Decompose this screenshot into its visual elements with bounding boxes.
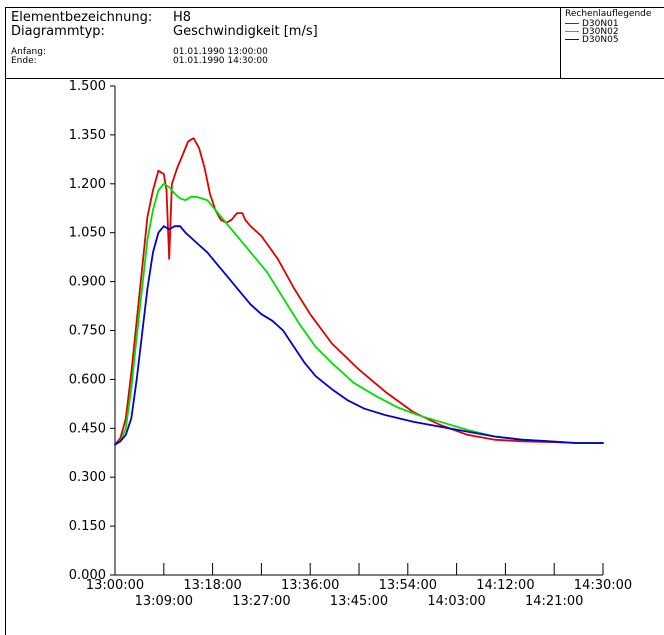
chart-legend: Rechenlauflegende D30N01 D30N02 D30N05 <box>560 7 664 79</box>
legend-swatch <box>565 39 579 40</box>
x-tick-label: 13:36:00 <box>281 578 339 593</box>
series-line-d30n02 <box>114 182 604 446</box>
y-tick-label: 0.450 <box>69 421 106 436</box>
y-tick-label: 1.350 <box>69 128 106 143</box>
x-tick-label: 14:12:00 <box>476 578 534 593</box>
x-tick-label: 14:03:00 <box>427 594 485 609</box>
x-tick-label: 13:09:00 <box>135 594 193 609</box>
start-value: 01.01.1990 13:00:00 <box>173 47 268 57</box>
chart-header: Elementbezeichnung: H8 Diagrammtyp: Gesc… <box>5 7 664 79</box>
y-tick-label: 1.050 <box>69 226 106 241</box>
legend-label: D30N01 <box>582 19 619 29</box>
y-tick-label: 0.900 <box>69 275 106 290</box>
series-line-d30n05 <box>114 225 604 446</box>
legend-label: D30N05 <box>582 35 619 45</box>
x-tick-label: 14:21:00 <box>525 594 583 609</box>
element-label: Elementbezeichnung: <box>11 10 153 25</box>
y-tick-label: 0.150 <box>69 519 106 534</box>
element-value: H8 <box>173 10 192 25</box>
diagram-type-label: Diagrammtyp: <box>11 24 105 39</box>
diagram-type-value: Geschwindigkeit [m/s] <box>173 24 318 39</box>
x-tick-label: 13:27:00 <box>232 594 290 609</box>
legend-title: Rechenlauflegende <box>565 9 652 19</box>
legend-label: D30N02 <box>582 27 619 37</box>
end-value: 01.01.1990 14:30:00 <box>173 56 268 66</box>
y-tick-label: 0.000 <box>69 568 106 583</box>
end-label: Ende: <box>11 56 37 66</box>
legend-swatch <box>565 31 579 32</box>
legend-item: D30N02 <box>565 28 619 37</box>
start-label: Anfang: <box>11 47 46 57</box>
y-tick-label: 1.500 <box>69 79 106 94</box>
legend-item: D30N01 <box>565 20 619 29</box>
x-tick-label: 14:30:00 <box>574 578 632 593</box>
y-tick-label: 0.600 <box>69 372 106 387</box>
x-tick-label: 13:18:00 <box>183 578 241 593</box>
x-tick-label: 13:45:00 <box>330 594 388 609</box>
y-tick-label: 1.200 <box>69 177 106 192</box>
legend-swatch <box>565 23 579 24</box>
series-line-d30n01 <box>114 137 604 446</box>
x-tick-label: 13:54:00 <box>379 578 437 593</box>
y-tick-label: 0.750 <box>69 324 106 339</box>
chart-frame <box>5 7 664 635</box>
legend-item: D30N05 <box>565 36 619 45</box>
x-tick-label: 13:00:00 <box>86 578 144 593</box>
y-tick-label: 0.300 <box>69 470 106 485</box>
